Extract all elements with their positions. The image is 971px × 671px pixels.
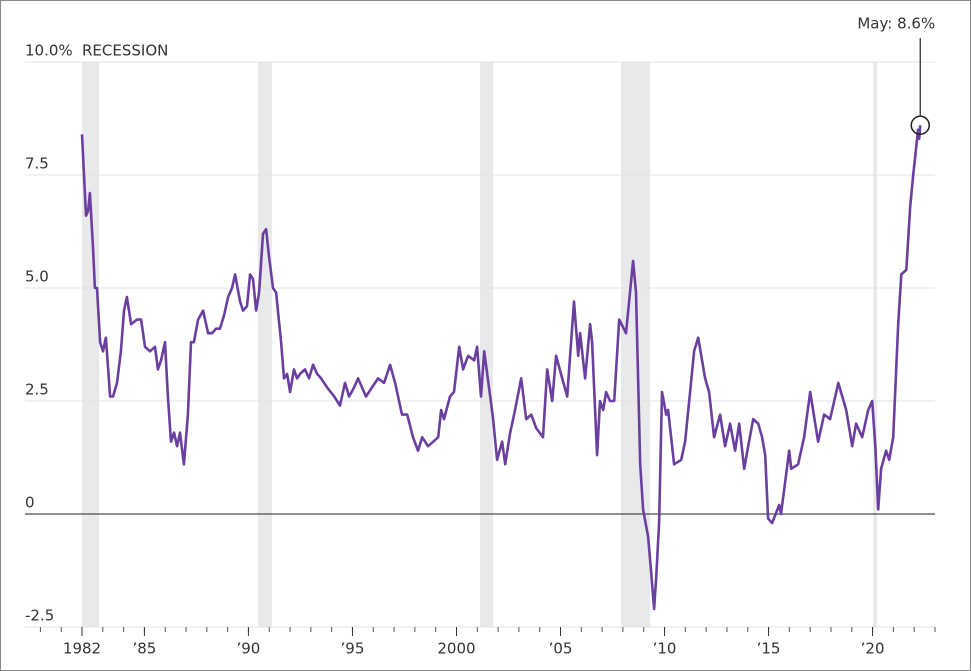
x-tick-label: ’95 bbox=[341, 640, 365, 658]
x-tick-label: ’05 bbox=[549, 640, 573, 658]
recession-label: RECESSION bbox=[82, 42, 168, 60]
x-tick-label: 1982 bbox=[63, 640, 101, 658]
x-tick-label: 2000 bbox=[437, 640, 475, 658]
y-tick-label: -2.5 bbox=[25, 607, 54, 625]
x-tick-label: ’85 bbox=[132, 640, 156, 658]
y-tick-label: 10.0% bbox=[25, 42, 73, 60]
y-tick-label: 5.0 bbox=[25, 268, 49, 286]
annotation: May: 8.6% bbox=[857, 15, 935, 33]
recession-band bbox=[621, 62, 651, 627]
x-tick-label: ’10 bbox=[653, 640, 677, 658]
line-series bbox=[80, 125, 922, 611]
recession-band bbox=[873, 62, 878, 627]
x-tick-label: ’90 bbox=[237, 640, 261, 658]
y-tick-label: 7.5 bbox=[25, 155, 49, 173]
y-tick-label: 2.5 bbox=[25, 381, 49, 399]
recession-band bbox=[258, 62, 272, 627]
y-tick-label: 0 bbox=[25, 494, 35, 512]
x-tick-label: ’15 bbox=[757, 640, 781, 658]
x-tick-label: ’20 bbox=[861, 640, 885, 658]
recession-band bbox=[82, 62, 100, 627]
recession-band bbox=[480, 62, 494, 627]
